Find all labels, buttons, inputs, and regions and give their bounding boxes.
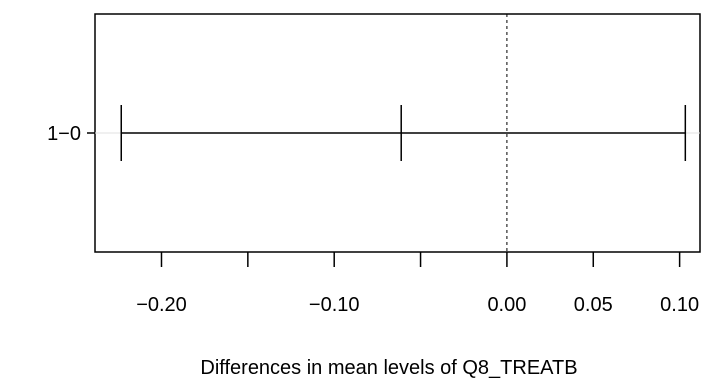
y-tick-label: 1−0 <box>47 123 81 145</box>
x-tick-label: 0.10 <box>660 294 699 316</box>
interval-group: 1−0 <box>47 105 700 161</box>
x-tick-label: 0.00 <box>487 294 526 316</box>
x-axis: −0.20 −0.10 0.00 0.05 0.10 <box>136 252 699 316</box>
x-tick-label: −0.10 <box>309 294 360 316</box>
x-tick-label: 0.05 <box>574 294 613 316</box>
x-tick-label: −0.20 <box>136 294 187 316</box>
x-axis-title: Differences in mean levels of Q8_TREATB <box>200 357 577 379</box>
